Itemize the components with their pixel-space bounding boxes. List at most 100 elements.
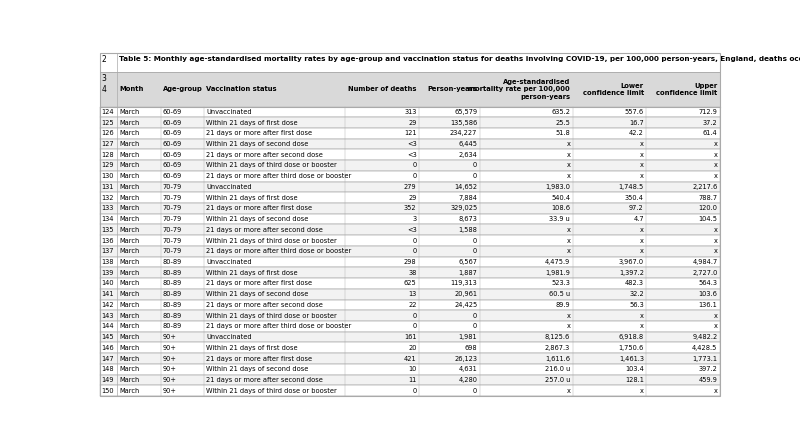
Text: 90+: 90+ [162, 334, 177, 340]
Text: 1,773.1: 1,773.1 [693, 356, 718, 361]
Bar [100, 171, 720, 182]
Text: Within 21 days of third dose or booster: Within 21 days of third dose or booster [206, 313, 337, 319]
Text: 6,445: 6,445 [458, 141, 478, 147]
Text: 145: 145 [102, 334, 114, 340]
Text: 8,673: 8,673 [458, 216, 478, 222]
Text: 148: 148 [102, 366, 114, 372]
Bar [100, 257, 720, 267]
Text: 132: 132 [102, 194, 114, 201]
Text: 0: 0 [412, 248, 417, 254]
Text: 29: 29 [408, 194, 417, 201]
Text: 4,631: 4,631 [458, 366, 478, 372]
Bar [100, 267, 720, 278]
Text: x: x [640, 141, 644, 147]
Text: 482.3: 482.3 [625, 280, 644, 287]
Text: Within 21 days of second dose: Within 21 days of second dose [206, 366, 309, 372]
Text: <3: <3 [406, 227, 417, 233]
Text: x: x [714, 152, 718, 158]
Text: Person-years: Person-years [427, 86, 478, 93]
Text: 2,867.3: 2,867.3 [545, 345, 570, 351]
Text: 26,123: 26,123 [454, 356, 478, 361]
Text: Month: Month [119, 86, 143, 93]
Text: March: March [119, 152, 139, 158]
Bar [100, 72, 720, 106]
Text: 0: 0 [412, 324, 417, 329]
Text: Within 21 days of first dose: Within 21 days of first dose [206, 270, 298, 276]
Text: 135: 135 [102, 227, 114, 233]
Text: 60-69: 60-69 [162, 141, 182, 147]
Text: March: March [119, 216, 139, 222]
Bar [100, 128, 720, 139]
Text: 24,425: 24,425 [454, 302, 478, 308]
Text: 124: 124 [102, 109, 114, 115]
Text: x: x [640, 238, 644, 243]
Text: 9,482.2: 9,482.2 [692, 334, 718, 340]
Text: 80-89: 80-89 [162, 259, 182, 265]
Text: 119,313: 119,313 [450, 280, 478, 287]
Text: 136.1: 136.1 [698, 302, 718, 308]
Text: 25.5: 25.5 [555, 120, 570, 125]
Text: Table 5: Monthly age-standardised mortality rates by age-group and vaccination s: Table 5: Monthly age-standardised mortal… [118, 56, 800, 62]
Text: x: x [714, 324, 718, 329]
Text: 0: 0 [412, 388, 417, 394]
Text: 90+: 90+ [162, 377, 177, 383]
Text: March: March [119, 334, 139, 340]
Text: 8,125.6: 8,125.6 [545, 334, 570, 340]
Text: 108.6: 108.6 [551, 206, 570, 211]
Bar [100, 278, 720, 289]
Text: March: March [119, 291, 139, 297]
Text: 14,652: 14,652 [454, 184, 478, 190]
Text: 234,227: 234,227 [450, 130, 478, 136]
Text: 65,579: 65,579 [454, 109, 478, 115]
Text: 4,475.9: 4,475.9 [545, 259, 570, 265]
Text: x: x [566, 238, 570, 243]
Text: 121: 121 [404, 130, 417, 136]
Text: 329,025: 329,025 [450, 206, 478, 211]
Text: x: x [640, 313, 644, 319]
Bar [100, 53, 720, 72]
Text: March: March [119, 270, 139, 276]
Text: Within 21 days of first dose: Within 21 days of first dose [206, 120, 298, 125]
Text: 625: 625 [404, 280, 417, 287]
Text: 1,750.6: 1,750.6 [618, 345, 644, 351]
Bar [100, 160, 720, 171]
Text: <3: <3 [406, 141, 417, 147]
Text: 22: 22 [408, 302, 417, 308]
Text: 80-89: 80-89 [162, 324, 182, 329]
Bar [100, 106, 720, 117]
Text: x: x [714, 238, 718, 243]
Bar [100, 353, 720, 364]
Text: 143: 143 [102, 313, 114, 319]
Text: 21 days or more after second dose: 21 days or more after second dose [206, 152, 323, 158]
Text: 0: 0 [473, 248, 478, 254]
Text: 6,567: 6,567 [458, 259, 478, 265]
Text: 21 days or more after first dose: 21 days or more after first dose [206, 206, 313, 211]
Text: 70-79: 70-79 [162, 206, 182, 211]
Text: 97.2: 97.2 [629, 206, 644, 211]
Text: 89.9: 89.9 [555, 302, 570, 308]
Text: 540.4: 540.4 [551, 194, 570, 201]
Text: x: x [714, 248, 718, 254]
Bar [100, 246, 720, 257]
Text: 712.9: 712.9 [698, 109, 718, 115]
Text: x: x [640, 227, 644, 233]
Bar [100, 139, 720, 150]
Text: March: March [119, 377, 139, 383]
Text: Within 21 days of second dose: Within 21 days of second dose [206, 141, 309, 147]
Text: Unvaccinated: Unvaccinated [206, 334, 252, 340]
Text: 141: 141 [102, 291, 114, 297]
Text: 127: 127 [102, 141, 114, 147]
Text: 0: 0 [412, 238, 417, 243]
Text: 257.0 u: 257.0 u [545, 377, 570, 383]
Text: x: x [566, 313, 570, 319]
Text: 564.3: 564.3 [698, 280, 718, 287]
Text: 103.6: 103.6 [698, 291, 718, 297]
Text: 21 days or more after first dose: 21 days or more after first dose [206, 356, 313, 361]
Text: 352: 352 [404, 206, 417, 211]
Text: 0: 0 [473, 324, 478, 329]
Text: 142: 142 [102, 302, 114, 308]
Text: 70-79: 70-79 [162, 238, 182, 243]
Text: March: March [119, 259, 139, 265]
Text: March: March [119, 388, 139, 394]
Text: 11: 11 [408, 377, 417, 383]
